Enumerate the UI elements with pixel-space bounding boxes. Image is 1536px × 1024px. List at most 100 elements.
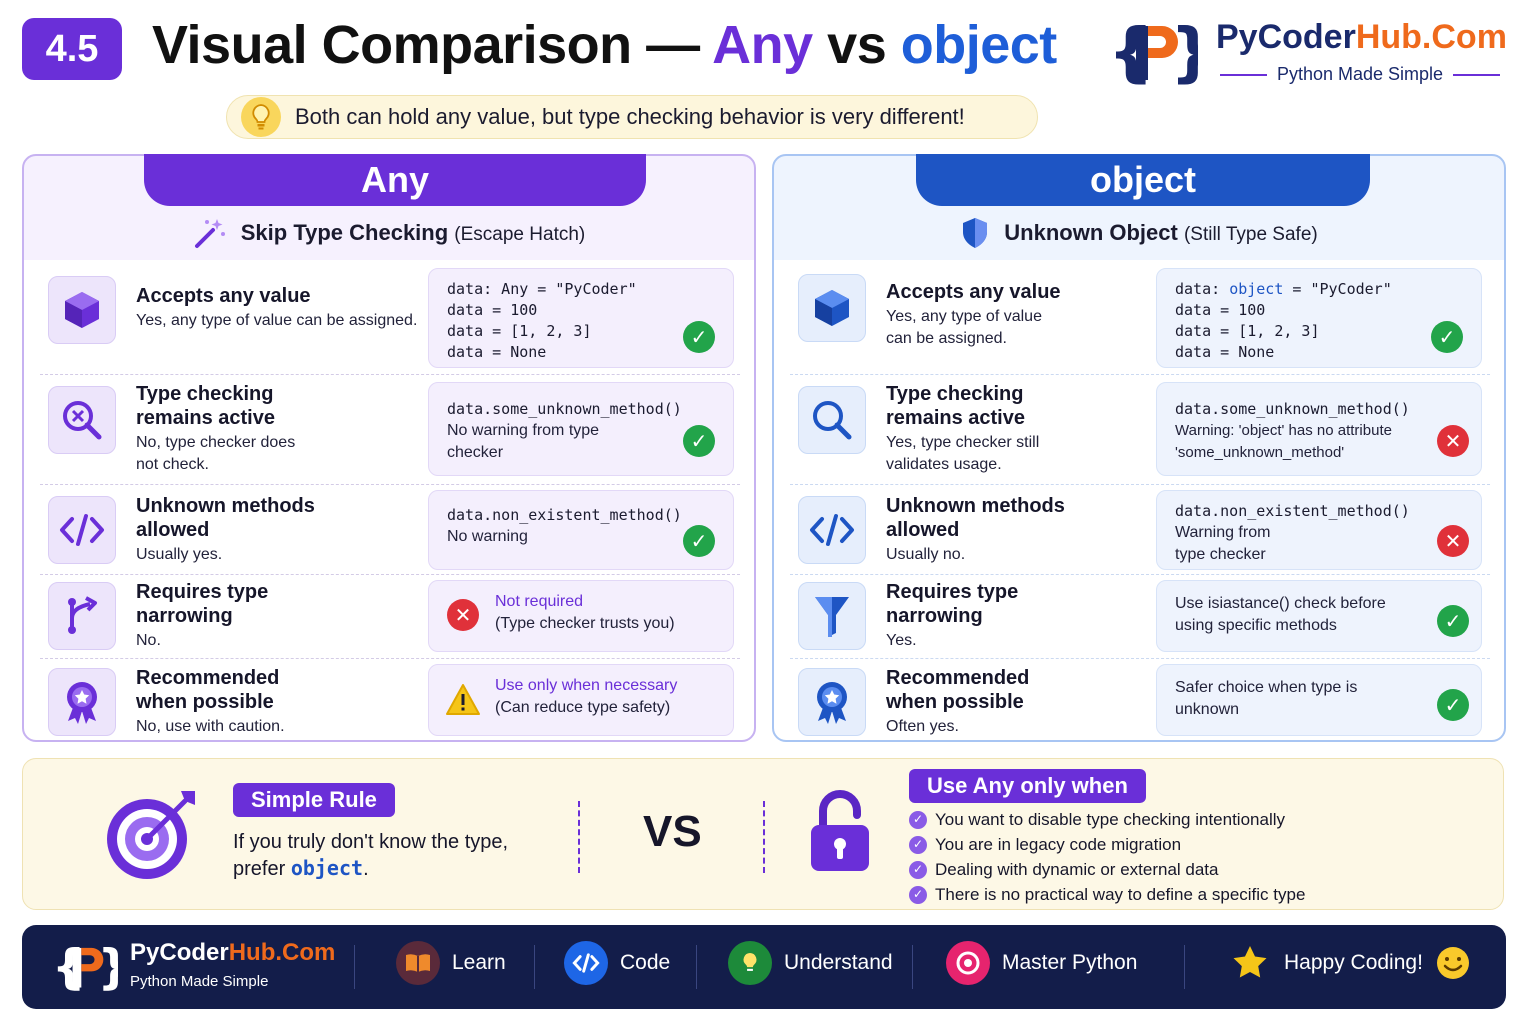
simple-rule-line-2: prefer bbox=[233, 858, 291, 880]
code-example: data.some_unknown_method() Warning: 'obj… bbox=[1156, 382, 1482, 476]
title-object: object bbox=[900, 15, 1058, 75]
row-title: Type checking remains active bbox=[136, 383, 275, 429]
object-row-narrowing: Requires type narrowing Yes. Use isiasta… bbox=[790, 580, 1490, 656]
code-note: (Type checker trusts you) bbox=[495, 615, 675, 632]
check-icon: ✓ bbox=[909, 810, 927, 829]
row-desc: Yes, type checker still validates usage. bbox=[886, 434, 1040, 473]
title-prefix: Visual Comparison — bbox=[152, 15, 713, 75]
row-desc: Often yes. bbox=[886, 718, 959, 735]
check-icon: ✓ bbox=[909, 860, 927, 879]
check-icon: ✓ bbox=[909, 835, 927, 854]
code-example: Use only when necessary (Can reduce type… bbox=[428, 664, 734, 736]
brand: { } PyCoderHub.Com Python Made Simple bbox=[1108, 14, 1508, 90]
target-icon bbox=[107, 791, 195, 879]
code-line: data: Any = "PyCoder" bbox=[447, 280, 637, 298]
code-example: data: object = "PyCoder" data = 100 data… bbox=[1156, 268, 1482, 368]
title-vs: vs bbox=[812, 15, 901, 75]
object-row-accepts: Accepts any value Yes, any type of value… bbox=[790, 268, 1490, 376]
footer-item-happy-coding: Happy Coding! bbox=[1228, 941, 1471, 985]
list-item: ✓ There is no practical way to define a s… bbox=[909, 882, 1305, 907]
award-icon bbox=[798, 668, 866, 736]
book-icon bbox=[396, 941, 440, 985]
code-example: Use isiastance() check before using spec… bbox=[1156, 580, 1482, 652]
simple-rule-period: . bbox=[363, 858, 369, 880]
simple-rule-box: Simple Rule If you truly don't know the … bbox=[22, 758, 1504, 910]
subtitle-text: Both can hold any value, but type checki… bbox=[295, 104, 965, 129]
check-icon: ✓ bbox=[683, 525, 715, 557]
code-note: Safer choice when type is unknown bbox=[1175, 679, 1358, 718]
object-row-type-checking: Type checking remains active Yes, type c… bbox=[790, 382, 1490, 482]
code-example: Safer choice when type is unknown ✓ bbox=[1156, 664, 1482, 736]
cube-icon bbox=[798, 274, 866, 342]
footer: { } PyCoderHub.Com Python Made Simple Le… bbox=[22, 925, 1506, 1009]
any-panel-title: Any bbox=[144, 154, 646, 206]
svg-text:}: } bbox=[97, 940, 118, 995]
shield-icon bbox=[963, 218, 988, 248]
any-panel: Any Skip Type Checking (Escape Hatch) Ac… bbox=[22, 154, 756, 742]
simple-rule-keyword: object bbox=[290, 856, 364, 880]
row-desc: Usually yes. bbox=[136, 546, 223, 563]
code-line: data = [1, 2, 3] bbox=[447, 322, 592, 340]
code-line: data.some_unknown_method() bbox=[447, 400, 682, 418]
check-icon: ✓ bbox=[1431, 321, 1463, 353]
row-title: Requires type narrowing bbox=[136, 581, 269, 627]
footer-brand-name: PyCoderHub.Com bbox=[130, 939, 336, 966]
lightbulb-icon bbox=[241, 97, 281, 137]
object-row-recommended: Recommended when possible Often yes. Saf… bbox=[790, 664, 1490, 740]
row-desc: Yes. bbox=[886, 632, 917, 649]
any-row-unknown-methods: Unknown methods allowed Usually yes. dat… bbox=[40, 490, 740, 574]
check-icon: ✓ bbox=[683, 425, 715, 457]
object-subtitle-small: (Still Type Safe) bbox=[1183, 224, 1318, 245]
simple-rule-line-1: If you truly don't know the type, bbox=[233, 831, 509, 853]
brand-tagline: Python Made Simple bbox=[1220, 64, 1500, 85]
row-title: Recommended when possible bbox=[136, 667, 280, 713]
any-row-accepts: Accepts any value Yes, any type of value… bbox=[40, 268, 740, 376]
code-line: data = 100 bbox=[1175, 301, 1266, 319]
row-desc: Yes, any type of value can be assigned. bbox=[886, 308, 1042, 347]
code-icon bbox=[564, 941, 608, 985]
code-line: data.non_existent_method() bbox=[447, 506, 682, 524]
star-icon bbox=[1228, 941, 1272, 985]
row-title: Type checking remains active bbox=[886, 383, 1025, 429]
brand-name-b: Hub.Com bbox=[1355, 18, 1507, 56]
section-badge: 4.5 bbox=[22, 18, 122, 80]
list-item: ✓ You are in legacy code migration bbox=[909, 832, 1305, 857]
any-row-recommended: Recommended when possible No, use with c… bbox=[40, 664, 740, 740]
unlock-icon bbox=[811, 790, 869, 871]
award-icon bbox=[48, 668, 116, 736]
cross-icon: ✕ bbox=[1437, 425, 1469, 457]
subtitle-banner: Both can hold any value, but type checki… bbox=[226, 95, 1038, 139]
cube-icon bbox=[48, 276, 116, 344]
check-icon: ✓ bbox=[1437, 689, 1469, 721]
any-row-type-checking: Type checking remains active No, type ch… bbox=[40, 382, 740, 482]
object-panel-title: object bbox=[916, 154, 1370, 206]
object-row-unknown-methods: Unknown methods allowed Usually no. data… bbox=[790, 490, 1490, 574]
use-any-list: ✓ You want to disable type checking inten… bbox=[909, 807, 1305, 907]
row-desc: Usually no. bbox=[886, 546, 966, 563]
row-desc: Yes, any type of value can be assigned. bbox=[136, 312, 418, 329]
vs-label: VS bbox=[643, 807, 702, 856]
page-title: Visual Comparison — Any vs object bbox=[152, 14, 1057, 76]
check-icon: ✓ bbox=[1437, 605, 1469, 637]
list-item: ✓ Dealing with dynamic or external data bbox=[909, 857, 1305, 882]
footer-item-understand: Understand bbox=[728, 941, 893, 985]
code-example: data.non_existent_method() No warning ✓ bbox=[428, 490, 734, 570]
row-title: Unknown methods allowed bbox=[136, 495, 315, 541]
branch-icon bbox=[48, 582, 116, 650]
simple-rule-text: If you truly don't know the type, prefer… bbox=[233, 829, 508, 882]
any-subtitle-bold: Skip Type Checking bbox=[240, 220, 449, 245]
code-icon bbox=[798, 496, 866, 564]
filter-icon bbox=[798, 582, 866, 650]
footer-tagline: Python Made Simple bbox=[130, 973, 269, 990]
row-desc: No, use with caution. bbox=[136, 718, 285, 735]
code-line: data = 100 bbox=[447, 301, 538, 319]
search-x-icon bbox=[48, 386, 116, 454]
row-desc: No. bbox=[136, 632, 161, 649]
object-subtitle-bold: Unknown Object bbox=[1004, 220, 1178, 245]
cross-icon: ✕ bbox=[447, 599, 479, 631]
code-example: data.non_existent_method() Warning from … bbox=[1156, 490, 1482, 570]
code-note: No warning bbox=[447, 528, 528, 545]
svg-text:}: } bbox=[1170, 16, 1198, 90]
footer-logo-icon: { } bbox=[52, 940, 118, 995]
title-any: Any bbox=[712, 15, 813, 75]
